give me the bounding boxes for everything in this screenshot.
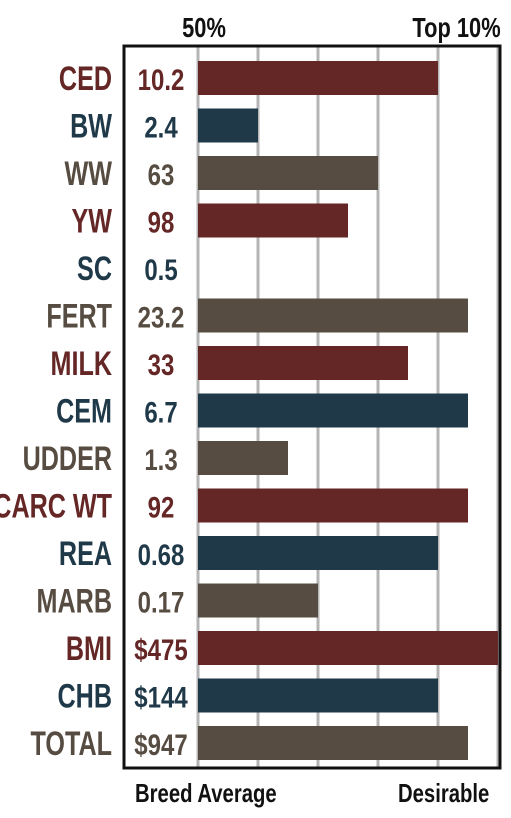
bar: [198, 631, 498, 665]
value-label: 1.3: [144, 442, 177, 476]
value-label: $144: [134, 680, 187, 714]
bar: [198, 393, 468, 428]
top-label-top-10-percent: Top 10%: [412, 12, 501, 43]
value-label: 2.4: [144, 110, 177, 144]
bar: [198, 346, 408, 380]
bottom-label-breed-average: Breed Average: [135, 778, 277, 808]
category-label: CHB: [58, 678, 112, 716]
value-label: 0.17: [138, 585, 185, 619]
category-label: REA: [59, 535, 112, 573]
category-label: FERT: [46, 298, 112, 336]
category-label: TOTAL: [31, 725, 112, 763]
bar: [198, 298, 468, 333]
category-label: SC: [77, 250, 112, 288]
bar: [198, 61, 438, 95]
value-label: $947: [134, 727, 187, 761]
category-label: CARC WT: [0, 488, 112, 526]
category-label: BMI: [66, 630, 112, 668]
value-label: 33: [148, 347, 175, 381]
category-label: MARB: [37, 583, 112, 621]
category-label: YW: [71, 203, 112, 241]
bar: [198, 536, 438, 570]
bar: [198, 441, 288, 475]
bar: [198, 156, 378, 190]
category-label: MILK: [51, 345, 113, 383]
category-label: WW: [65, 155, 113, 193]
value-label: 23.2: [138, 300, 185, 334]
value-label: 0.68: [138, 537, 185, 571]
value-label: 6.7: [144, 395, 177, 429]
chart-frame: [122, 44, 502, 770]
category-label: CEM: [56, 393, 112, 431]
category-label: BW: [70, 108, 113, 146]
value-label: 63: [148, 157, 175, 191]
bar: [198, 678, 438, 713]
top-label-50-percent: 50%: [182, 12, 226, 43]
value-label: 0.5: [144, 252, 177, 286]
bar: [198, 203, 348, 238]
value-label: $475: [134, 632, 187, 666]
bar: [198, 726, 468, 760]
bar: [198, 583, 318, 618]
value-label: 98: [148, 205, 175, 239]
value-label: 10.2: [138, 62, 185, 96]
category-label: UDDER: [23, 440, 112, 478]
value-label: 92: [148, 490, 175, 524]
bar: [198, 488, 468, 523]
category-label: CED: [59, 60, 112, 98]
bottom-label-desirable: Desirable: [398, 778, 490, 808]
bar: [198, 108, 258, 143]
